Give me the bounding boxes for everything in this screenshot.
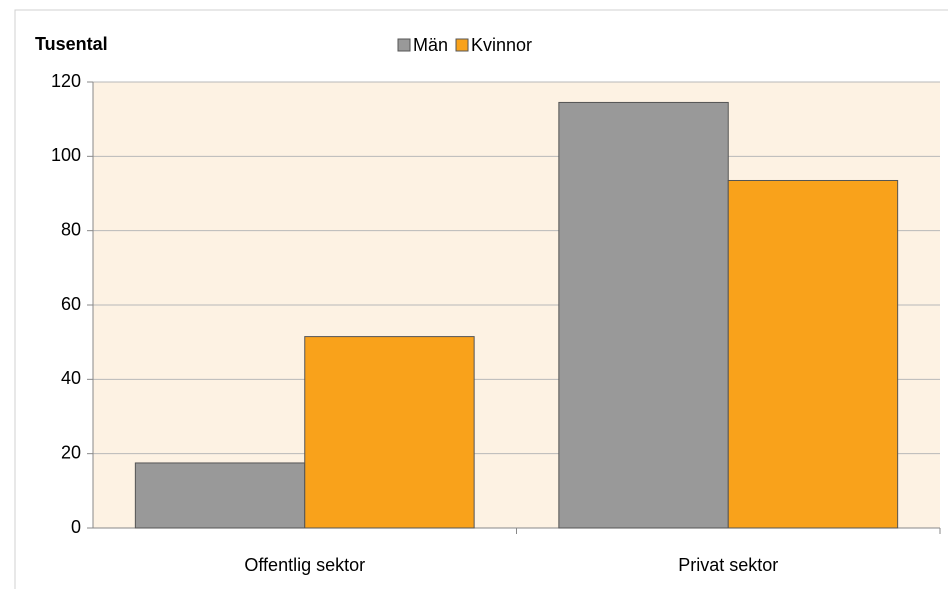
- x-tick-label: Privat sektor: [678, 555, 778, 575]
- y-tick-label: 60: [61, 294, 81, 314]
- y-tick-label: 20: [61, 442, 81, 462]
- y-axis-title: Tusental: [35, 34, 108, 54]
- legend-swatch: [455, 38, 469, 52]
- legend-label: Kvinnor: [471, 35, 532, 55]
- bar: [727, 179, 899, 529]
- legend-swatch: [397, 38, 411, 52]
- bar: [558, 101, 729, 529]
- y-tick-label: 100: [51, 145, 81, 165]
- y-tick-label: 40: [61, 368, 81, 388]
- y-tick-label: 0: [71, 517, 81, 537]
- legend-label: Män: [413, 35, 448, 55]
- y-tick-label: 80: [61, 219, 81, 239]
- bar: [304, 336, 475, 529]
- x-tick-label: Offentlig sektor: [244, 555, 365, 575]
- y-tick-label: 120: [51, 71, 81, 91]
- bar: [134, 462, 306, 529]
